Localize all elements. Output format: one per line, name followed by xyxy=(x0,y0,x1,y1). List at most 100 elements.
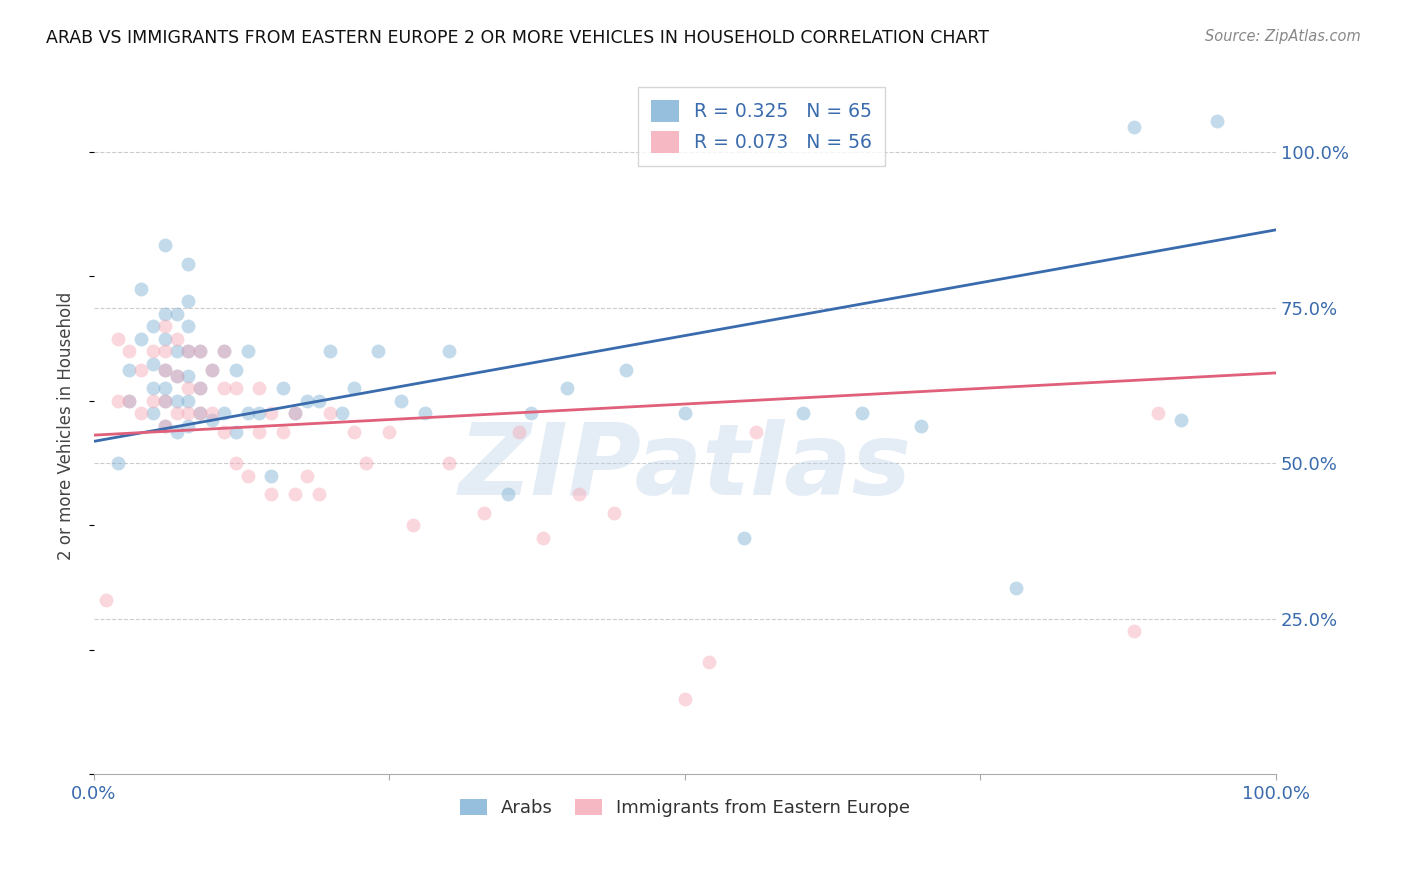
Point xyxy=(153,307,176,321)
Text: ARAB VS IMMIGRANTS FROM EASTERN EUROPE 2 OR MORE VEHICLES IN HOUSEHOLD CORRELATI: ARAB VS IMMIGRANTS FROM EASTERN EUROPE 2… xyxy=(46,29,990,46)
Point xyxy=(271,425,294,439)
Point xyxy=(745,425,768,439)
Point xyxy=(142,406,165,420)
Point xyxy=(1170,412,1192,426)
Point xyxy=(153,332,176,346)
Point xyxy=(567,487,589,501)
Point xyxy=(260,468,283,483)
Legend: Arabs, Immigrants from Eastern Europe: Arabs, Immigrants from Eastern Europe xyxy=(453,791,918,824)
Point xyxy=(531,531,554,545)
Point xyxy=(330,406,353,420)
Point xyxy=(295,393,318,408)
Point xyxy=(378,425,401,439)
Point xyxy=(520,406,543,420)
Point xyxy=(107,393,129,408)
Point xyxy=(851,406,873,420)
Point xyxy=(910,418,932,433)
Point xyxy=(166,393,188,408)
Point xyxy=(673,692,696,706)
Point xyxy=(1123,120,1146,135)
Point xyxy=(284,487,307,501)
Point xyxy=(603,506,626,520)
Point xyxy=(166,307,188,321)
Point xyxy=(271,381,294,395)
Point xyxy=(129,363,152,377)
Point xyxy=(319,406,342,420)
Point xyxy=(153,418,176,433)
Point xyxy=(129,406,152,420)
Point xyxy=(201,363,224,377)
Point xyxy=(188,344,211,359)
Point xyxy=(308,393,330,408)
Point xyxy=(129,332,152,346)
Point xyxy=(118,344,141,359)
Point xyxy=(389,393,412,408)
Point xyxy=(792,406,814,420)
Point xyxy=(118,363,141,377)
Point xyxy=(249,425,271,439)
Point xyxy=(177,344,200,359)
Point xyxy=(177,319,200,334)
Point xyxy=(107,456,129,470)
Point xyxy=(212,344,235,359)
Point xyxy=(225,456,247,470)
Point xyxy=(142,319,165,334)
Point xyxy=(188,381,211,395)
Point xyxy=(1146,406,1168,420)
Point xyxy=(177,257,200,271)
Text: Source: ZipAtlas.com: Source: ZipAtlas.com xyxy=(1205,29,1361,44)
Point xyxy=(142,344,165,359)
Point xyxy=(201,406,224,420)
Point xyxy=(236,406,259,420)
Point xyxy=(142,357,165,371)
Point xyxy=(142,381,165,395)
Point xyxy=(249,406,271,420)
Point xyxy=(188,344,211,359)
Point xyxy=(236,468,259,483)
Point xyxy=(614,363,637,377)
Point xyxy=(555,381,578,395)
Point xyxy=(153,344,176,359)
Point xyxy=(673,406,696,420)
Point xyxy=(260,406,283,420)
Point xyxy=(153,393,176,408)
Point xyxy=(354,456,377,470)
Point xyxy=(177,406,200,420)
Point xyxy=(212,344,235,359)
Point xyxy=(212,425,235,439)
Point xyxy=(295,468,318,483)
Point xyxy=(188,406,211,420)
Point xyxy=(260,487,283,501)
Point xyxy=(153,319,176,334)
Point xyxy=(153,381,176,395)
Point xyxy=(1123,624,1146,638)
Point xyxy=(697,655,720,669)
Point xyxy=(188,406,211,420)
Point xyxy=(212,381,235,395)
Point xyxy=(177,294,200,309)
Point xyxy=(343,425,366,439)
Point xyxy=(177,381,200,395)
Point xyxy=(437,344,460,359)
Point xyxy=(94,593,117,607)
Point xyxy=(201,412,224,426)
Point xyxy=(129,282,152,296)
Point xyxy=(212,406,235,420)
Point xyxy=(225,381,247,395)
Point xyxy=(319,344,342,359)
Point xyxy=(308,487,330,501)
Point xyxy=(118,393,141,408)
Point xyxy=(153,418,176,433)
Point xyxy=(472,506,495,520)
Point xyxy=(166,406,188,420)
Point xyxy=(284,406,307,420)
Point xyxy=(177,369,200,384)
Point xyxy=(153,238,176,252)
Point xyxy=(508,425,530,439)
Point xyxy=(437,456,460,470)
Point xyxy=(107,332,129,346)
Point xyxy=(1005,581,1028,595)
Point xyxy=(188,381,211,395)
Point xyxy=(284,406,307,420)
Point xyxy=(201,363,224,377)
